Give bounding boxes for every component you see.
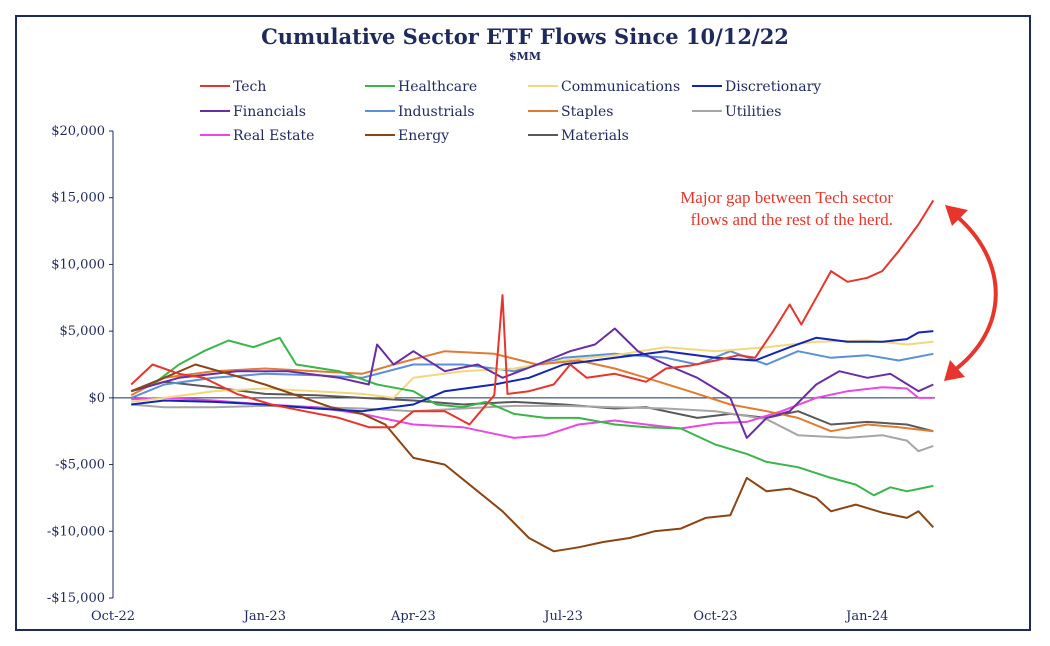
legend-label-financials: Financials [233, 104, 306, 120]
legend-label-materials: Materials [561, 128, 629, 144]
x-tick-label: Jul-23 [542, 609, 583, 624]
x-tick-label: Oct-23 [693, 609, 737, 624]
legend-label-industrials: Industrials [398, 104, 475, 120]
annotation: Major gap between Tech sector flows and t… [680, 188, 998, 381]
series-layer [130, 199, 935, 553]
legend-label-real-estate: Real Estate [233, 128, 314, 144]
chart-title: Cumulative Sector ETF Flows Since 10/12/… [261, 24, 789, 49]
series-line-real-estate [131, 386, 934, 439]
x-tick-label: Oct-22 [91, 609, 135, 624]
annotation-line-1: Major gap between Tech sector [680, 188, 893, 207]
x-tick-label: Jan-23 [242, 609, 286, 624]
series-line-communications [131, 339, 934, 403]
arrowhead-bottom-icon [944, 360, 965, 381]
series-line-industrials [130, 350, 934, 399]
y-tick-label: $10,000 [51, 257, 105, 272]
y-tick-label: $15,000 [51, 191, 105, 206]
axes: $20,000 $15,000 $10,000 $5,000 $0 -$5,000 -$10… [47, 124, 935, 624]
arrowhead-top-icon [945, 205, 968, 226]
y-tick-label: -$15,000 [47, 591, 105, 606]
chart-frame [15, 15, 1031, 631]
annotation-arrow [950, 212, 998, 374]
series-line-energy [130, 363, 935, 553]
series-line-discretionary [131, 330, 934, 413]
legend-label-discretionary: Discretionary [725, 79, 821, 95]
legend: Tech Healthcare Communications Discretionar… [200, 79, 821, 144]
series-line-tech [130, 199, 935, 429]
legend-label-utilities: Utilities [725, 104, 781, 120]
series-line-utilities [131, 403, 934, 453]
series-line-financials [130, 327, 934, 439]
legend-label-tech: Tech [233, 79, 266, 95]
y-tick-label: -$10,000 [47, 524, 105, 539]
legend-label-communications: Communications [561, 79, 680, 95]
y-tick-label: $0 [88, 391, 105, 406]
legend-label-energy: Energy [398, 128, 449, 144]
x-tick-label: Jan-24 [844, 609, 888, 624]
chart-subtitle: $MM [508, 50, 541, 63]
y-tick-label: $20,000 [51, 124, 105, 139]
y-tick-label: $5,000 [60, 324, 106, 339]
legend-label-staples: Staples [561, 104, 613, 120]
series-line-healthcare [130, 336, 934, 497]
legend-label-healthcare: Healthcare [398, 79, 477, 95]
x-tick-label: Apr-23 [390, 609, 436, 624]
annotation-line-2: flows and the rest of the herd. [690, 210, 893, 229]
y-tick-label: -$5,000 [55, 458, 105, 473]
series-line-staples [130, 350, 934, 433]
